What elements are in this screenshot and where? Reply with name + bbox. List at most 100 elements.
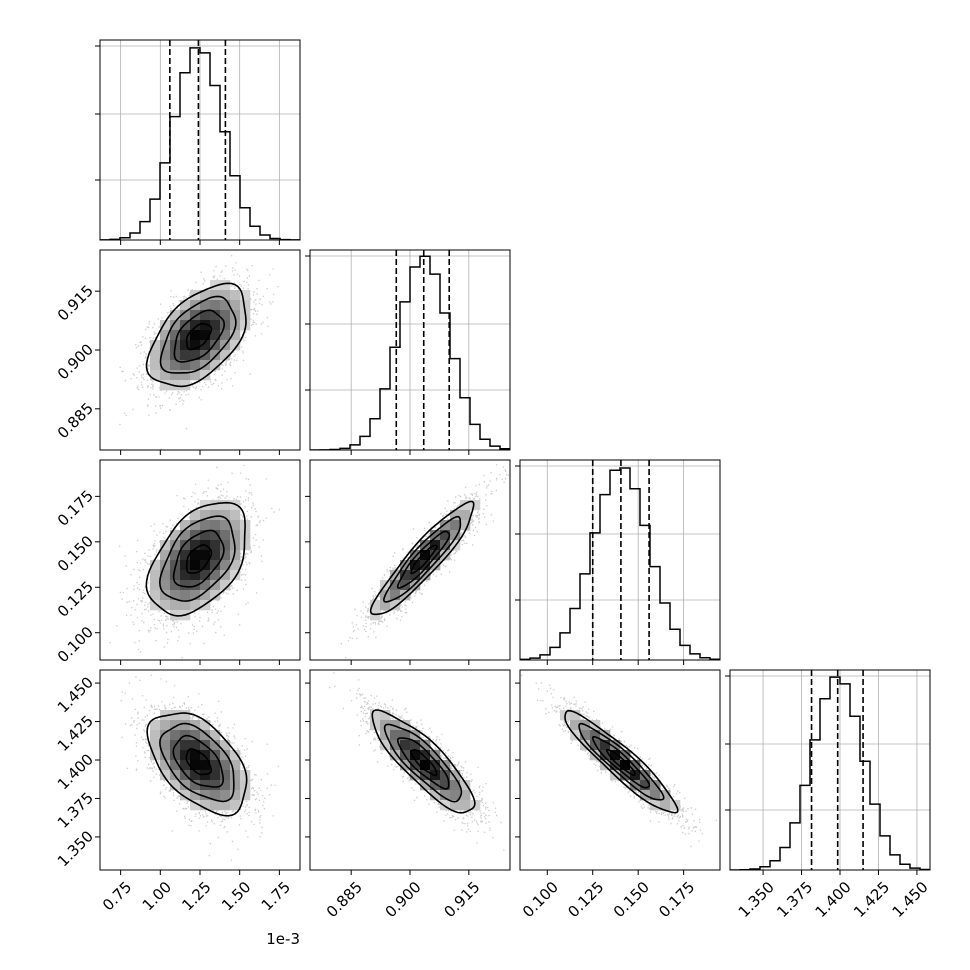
density-cell-0-1 (220, 350, 231, 361)
density-cell-0-1 (150, 360, 161, 371)
density-cell-0-3 (200, 770, 211, 781)
y-tick-label-1-2: 0.915 (54, 281, 97, 324)
contour-2-3-3 (564, 709, 679, 814)
density-cell-0-1 (210, 290, 221, 301)
density-cell-0-3 (160, 720, 171, 731)
density-cell-0-3 (150, 740, 161, 751)
density-cell-0-2 (150, 570, 161, 581)
density-cell-0-1 (150, 350, 161, 361)
contour-0-2-2 (158, 515, 236, 602)
density-cell-0-2 (200, 590, 211, 601)
pair-frame-2-3 (519, 669, 721, 871)
density-cell-1-2 (410, 570, 421, 581)
density-cell-1-2 (450, 510, 461, 521)
x-tick-label-2-0: 0.100 (519, 878, 562, 921)
contour-0-1-2 (159, 295, 237, 374)
y-tick-label-3-3: 1.425 (54, 712, 97, 755)
density-cell-1-3 (420, 740, 431, 751)
density-cell-1-2 (410, 560, 421, 571)
density-cell-0-2 (180, 570, 191, 581)
density-cell-0-3 (200, 720, 211, 731)
contour-2-3-2 (578, 722, 665, 801)
contour-0-1-1 (173, 309, 226, 363)
density-cell-0-2 (200, 530, 211, 541)
density-cell-0-3 (210, 730, 221, 741)
pair-panel-0-1 (95, 249, 301, 455)
density-cell-0-3 (170, 710, 181, 721)
density-cell-0-3 (230, 770, 241, 781)
density-cell-0-3 (200, 790, 211, 801)
density-cell-0-1 (230, 290, 241, 301)
density-cell-0-2 (220, 540, 231, 551)
density-cell-1-3 (380, 710, 391, 721)
contour-0-3-2 (159, 722, 235, 803)
density-cell-0-2 (190, 510, 201, 521)
density-cell-0-2 (170, 600, 181, 611)
density-cell-0-1 (200, 340, 211, 351)
pair-panel-1-2 (305, 459, 511, 665)
x-tick-label-0-3: 1.50 (218, 878, 254, 914)
contour-2-3-1 (591, 736, 651, 789)
density-cell-0-2 (220, 560, 231, 571)
density-cell-0-3 (210, 760, 221, 771)
x-tick-label-0-2: 1.25 (178, 878, 214, 914)
density-cell-0-3 (170, 780, 181, 791)
density-cell-1-3 (450, 780, 461, 791)
density-cell-0-3 (210, 800, 221, 811)
density-cell-0-3 (190, 730, 201, 741)
density-cell-1-2 (400, 570, 411, 581)
density-cell-1-2 (400, 590, 411, 601)
density-cell-0-2 (180, 560, 191, 571)
density-cell-1-3 (390, 730, 401, 741)
density-cell-2-3 (610, 740, 621, 751)
density-cell-0-2 (180, 600, 191, 611)
density-cell-0-3 (160, 750, 171, 761)
x-tick-label-2-3: 0.175 (655, 878, 698, 921)
density-cell-1-3 (380, 740, 391, 751)
density-cell-1-2 (440, 530, 451, 541)
density-cell-0-2 (210, 580, 221, 591)
density-cell-1-2 (460, 520, 471, 531)
density-cell-0-3 (160, 760, 171, 771)
y-tick-label-3-2: 1.400 (54, 750, 97, 793)
density-cell-2-3 (640, 780, 651, 791)
density-cell-1-2 (390, 600, 401, 611)
density-cell-0-2 (210, 510, 221, 521)
density-cell-0-2 (210, 530, 221, 541)
density-cell-1-3 (410, 750, 421, 761)
density-cell-0-2 (200, 550, 211, 561)
density-cell-0-2 (220, 550, 231, 561)
contour-2-3-0 (605, 748, 636, 776)
density-cell-0-3 (220, 760, 231, 771)
density-cell-1-2 (390, 580, 401, 591)
density-cell-1-3 (440, 770, 451, 781)
y-tick-label-2-2: 0.150 (54, 532, 97, 575)
density-cell-0-1 (150, 370, 161, 381)
density-cell-1-3 (370, 720, 381, 731)
x-tick-label-1-0: 0.885 (323, 878, 366, 921)
density-cell-0-1 (170, 360, 181, 371)
density-cell-2-3 (620, 760, 631, 771)
density-cell-1-2 (410, 580, 421, 591)
density-cell-0-2 (170, 580, 181, 591)
density-cell-0-2 (220, 570, 231, 581)
density-cell-0-3 (170, 750, 181, 761)
contour-0-3-3 (146, 712, 248, 817)
density-cell-0-3 (210, 740, 221, 751)
density-cell-0-2 (200, 510, 211, 521)
hist-steps-3 (730, 676, 930, 870)
density-cell-0-1 (210, 350, 221, 361)
density-cell-0-1 (190, 360, 201, 371)
density-cell-0-1 (190, 310, 201, 321)
density-cell-1-2 (420, 550, 431, 561)
density-cell-0-3 (190, 770, 201, 781)
density-cell-1-3 (450, 770, 461, 781)
density-cell-0-1 (210, 310, 221, 321)
density-cell-0-2 (170, 590, 181, 601)
density-cell-1-2 (420, 560, 431, 571)
density-cell-0-3 (190, 720, 201, 731)
density-cell-0-1 (170, 330, 181, 341)
density-cell-0-3 (240, 770, 251, 781)
density-cell-0-1 (200, 300, 211, 311)
density-cell-0-2 (150, 600, 161, 611)
